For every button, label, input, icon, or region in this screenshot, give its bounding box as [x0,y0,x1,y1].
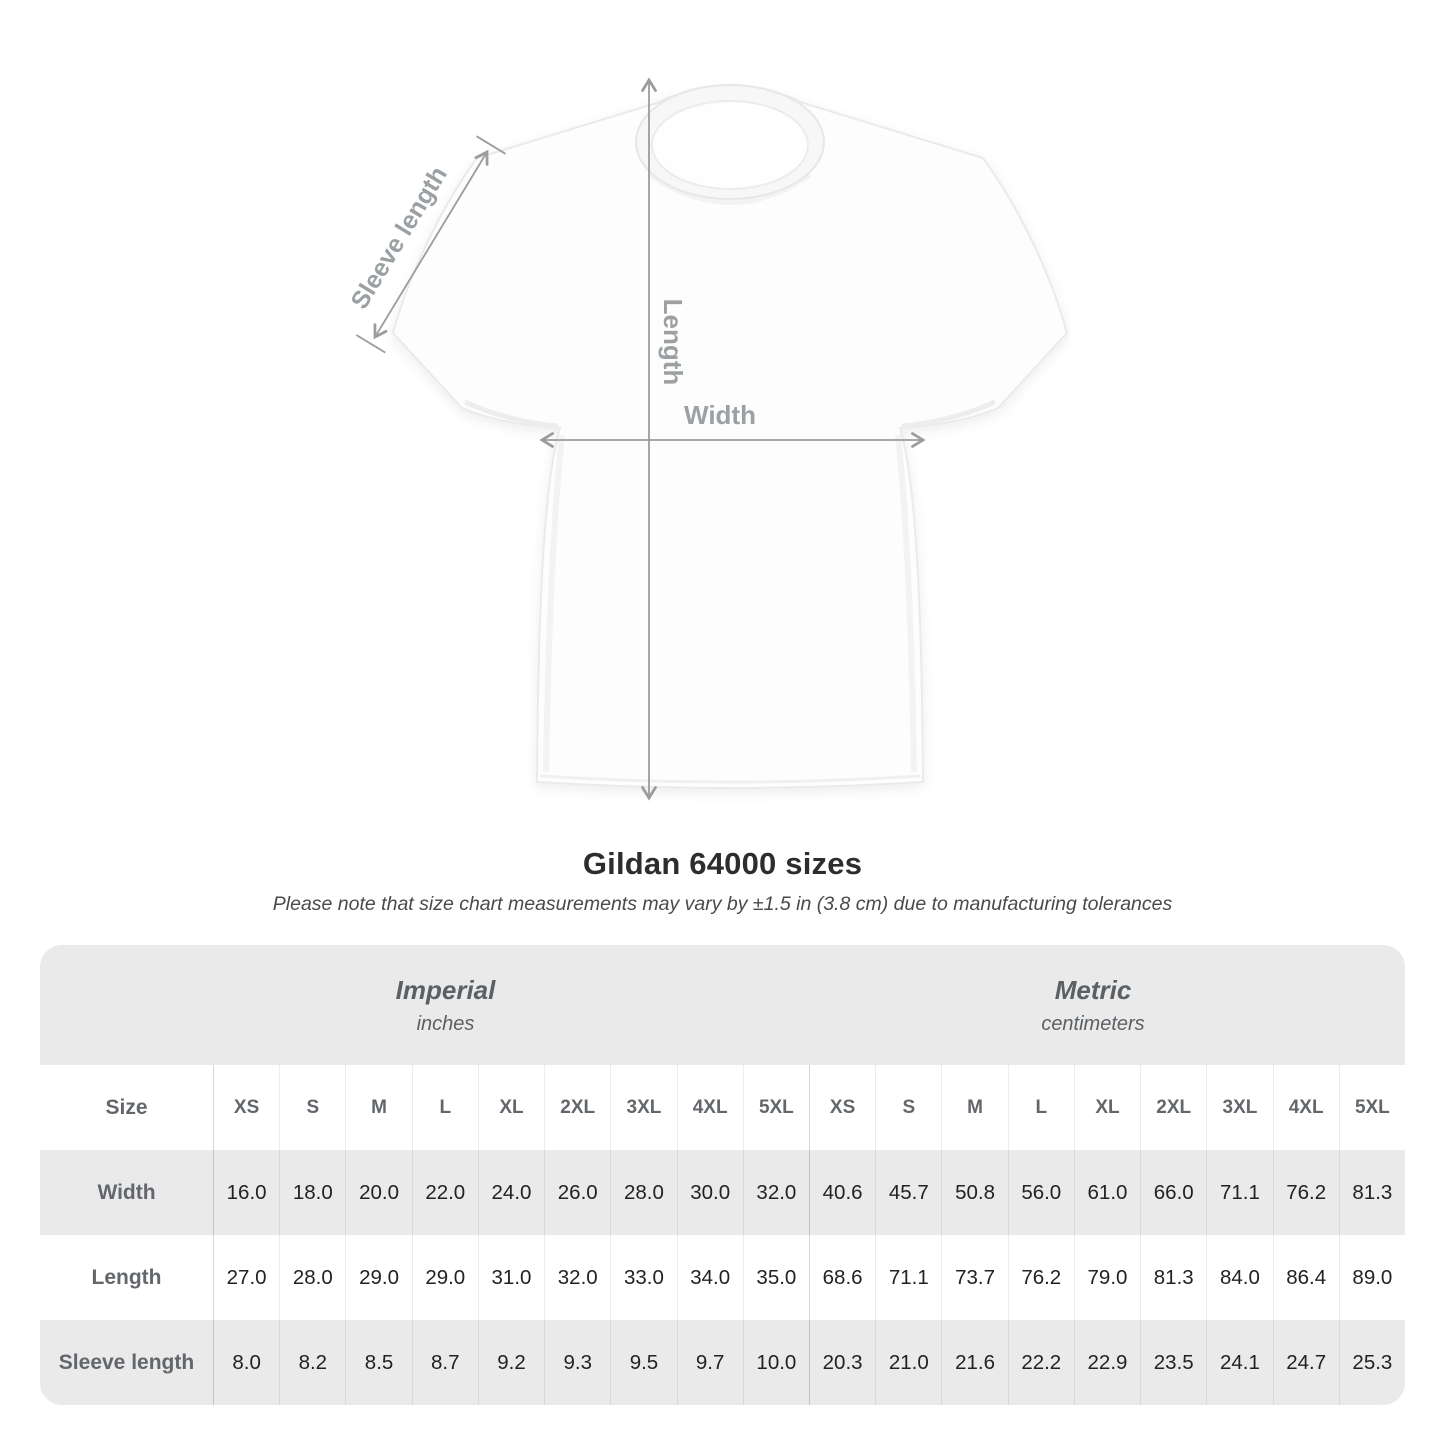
value-cell: 8.0 [213,1320,279,1405]
width-label: Width [684,400,756,430]
value-cell: 89.0 [1338,1235,1405,1320]
size-cell: 5XL [742,1065,809,1150]
width-row: Width 16.0 18.0 20.0 22.0 24.0 26.0 28.0… [40,1150,1405,1235]
value-cell: 23.5 [1140,1320,1206,1405]
value-cell: 30.0 [676,1150,743,1235]
value-cell: 56.0 [1007,1150,1074,1235]
size-cell: 3XL [610,1065,676,1150]
value-cell: 22.2 [1007,1320,1074,1405]
size-table: Imperial inches Metric centimeters Size … [40,945,1405,1405]
value-cell: 71.1 [875,1235,941,1320]
imperial-section-unit: inches [416,1012,475,1035]
value-cell: 26.0 [544,1150,610,1235]
row-label: Length [91,1265,162,1289]
sleeve-length-arrow [355,135,506,354]
value-cell: 8.7 [411,1320,478,1405]
value-cell: 9.7 [676,1320,743,1405]
value-cell: 86.4 [1272,1235,1339,1320]
value-cell: 31.0 [477,1235,544,1320]
value-cell: 81.3 [1338,1150,1405,1235]
value-cell: 40.6 [808,1150,875,1235]
value-cell: 32.0 [742,1150,809,1235]
tshirt-measurement-diagram: Length Width Sleeve length [345,77,1068,801]
value-cell: 45.7 [875,1150,941,1235]
size-cell: 2XL [1140,1065,1206,1150]
size-cell: M [941,1065,1007,1150]
size-cell: L [411,1065,478,1150]
size-cell: 4XL [676,1065,743,1150]
value-cell: 22.9 [1073,1320,1140,1405]
length-label: Length [658,299,688,386]
page-title: Gildan 64000 sizes [582,846,863,881]
value-cell: 9.3 [544,1320,610,1405]
value-cell: 9.5 [610,1320,676,1405]
value-cell: 20.0 [345,1150,411,1235]
value-cell: 9.2 [477,1320,544,1405]
row-label: Sleeve length [58,1350,195,1374]
value-cell: 81.3 [1140,1235,1206,1320]
tshirt-graphic [392,84,1068,789]
size-cell: 5XL [1338,1065,1405,1150]
imperial-section-title: Imperial [395,974,496,1005]
size-cell: XS [808,1065,875,1150]
size-cell: 4XL [1272,1065,1339,1150]
size-cell: M [345,1065,411,1150]
value-cell: 34.0 [676,1235,743,1320]
size-cell: XS [213,1065,279,1150]
value-cell: 33.0 [610,1235,676,1320]
value-cell: 21.0 [875,1320,941,1405]
metric-section-title: Metric [1054,974,1132,1005]
row-label: Size [105,1095,148,1119]
value-cell: 8.2 [279,1320,345,1405]
size-header-row: Size XS S M L XL 2XL 3XL 4XL 5XL XS S M … [40,1065,1405,1150]
value-cell: 10.0 [742,1320,809,1405]
size-cell: 2XL [544,1065,610,1150]
value-cell: 76.2 [1272,1150,1339,1235]
size-cell: L [1007,1065,1074,1150]
value-cell: 24.1 [1206,1320,1272,1405]
size-cell: XL [1073,1065,1140,1150]
length-row: Length 27.0 28.0 29.0 29.0 31.0 32.0 33.… [40,1235,1405,1320]
value-cell: 68.6 [808,1235,875,1320]
value-cell: 24.0 [477,1150,544,1235]
value-cell: 8.5 [345,1320,411,1405]
size-cell: 3XL [1206,1065,1272,1150]
table-section-header: Imperial inches Metric centimeters [40,945,1405,1065]
page-subtitle: Please note that size chart measurements… [272,893,1173,915]
value-cell: 28.0 [610,1150,676,1235]
value-cell: 29.0 [411,1235,478,1320]
value-cell: 27.0 [213,1235,279,1320]
imperial-section-header: Imperial inches [60,945,831,1065]
value-cell: 22.0 [411,1150,478,1235]
value-cell: 16.0 [213,1150,279,1235]
value-cell: 20.3 [808,1320,875,1405]
value-cell: 73.7 [941,1235,1007,1320]
value-cell: 79.0 [1073,1235,1140,1320]
value-cell: 25.3 [1338,1320,1405,1405]
value-cell: 32.0 [544,1235,610,1320]
value-cell: 66.0 [1140,1150,1206,1235]
value-cell: 29.0 [345,1235,411,1320]
size-cell: S [279,1065,345,1150]
size-cell: XL [477,1065,544,1150]
value-cell: 61.0 [1073,1150,1140,1235]
value-cell: 28.0 [279,1235,345,1320]
value-cell: 84.0 [1206,1235,1272,1320]
metric-section-unit: centimeters [1041,1012,1145,1035]
value-cell: 21.6 [941,1320,1007,1405]
value-cell: 18.0 [279,1150,345,1235]
row-label: Width [97,1180,156,1204]
size-cell: S [875,1065,941,1150]
value-cell: 24.7 [1272,1320,1339,1405]
sleeve-length-row: Sleeve length 8.0 8.2 8.5 8.7 9.2 9.3 9.… [40,1320,1405,1405]
metric-section-header: Metric centimeters [796,945,1390,1065]
value-cell: 76.2 [1007,1235,1074,1320]
value-cell: 71.1 [1206,1150,1272,1235]
value-cell: 35.0 [742,1235,809,1320]
value-cell: 50.8 [941,1150,1007,1235]
